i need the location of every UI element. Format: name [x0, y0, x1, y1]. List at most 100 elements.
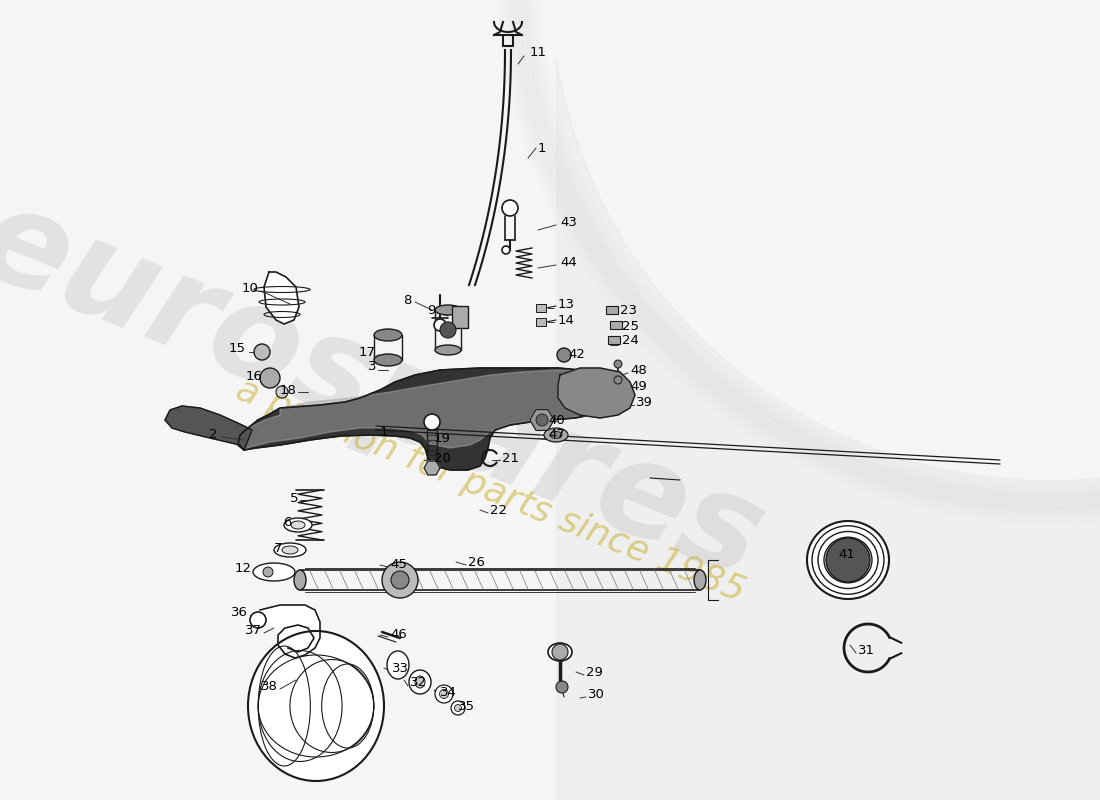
Text: 41: 41 — [838, 549, 855, 562]
Ellipse shape — [292, 521, 305, 529]
Text: 9: 9 — [428, 305, 436, 318]
Text: 31: 31 — [858, 643, 874, 657]
Text: 11: 11 — [530, 46, 547, 58]
Text: 13: 13 — [558, 298, 575, 311]
Bar — [608, 336, 620, 344]
Ellipse shape — [434, 305, 461, 315]
Circle shape — [263, 567, 273, 577]
Text: 44: 44 — [560, 255, 576, 269]
Circle shape — [556, 681, 568, 693]
Text: 46: 46 — [390, 627, 407, 641]
Text: 20: 20 — [434, 451, 451, 465]
Text: 45: 45 — [390, 558, 407, 570]
Ellipse shape — [454, 705, 462, 711]
Bar — [610, 321, 621, 329]
Text: 14: 14 — [558, 314, 575, 326]
Text: 47: 47 — [548, 429, 565, 442]
Text: 2: 2 — [209, 427, 218, 441]
Bar — [606, 306, 618, 314]
Polygon shape — [558, 368, 635, 418]
Circle shape — [552, 644, 568, 660]
Text: 16: 16 — [245, 370, 262, 382]
Ellipse shape — [415, 676, 425, 688]
Text: eurospares: eurospares — [0, 174, 781, 606]
Text: 15: 15 — [229, 342, 246, 355]
Circle shape — [390, 571, 409, 589]
Text: 40: 40 — [548, 414, 564, 426]
Text: a passion for parts since 1985: a passion for parts since 1985 — [231, 372, 749, 608]
Polygon shape — [165, 406, 252, 450]
Text: 7: 7 — [274, 542, 282, 554]
Ellipse shape — [294, 570, 306, 590]
Text: 3: 3 — [367, 361, 376, 374]
Text: 17: 17 — [359, 346, 376, 358]
Text: 22: 22 — [490, 503, 507, 517]
Text: 42: 42 — [568, 349, 585, 362]
Ellipse shape — [548, 643, 572, 661]
Ellipse shape — [544, 428, 568, 442]
Circle shape — [382, 562, 418, 598]
Polygon shape — [530, 410, 554, 430]
Text: 37: 37 — [245, 623, 262, 637]
Ellipse shape — [387, 651, 409, 679]
Text: 26: 26 — [468, 555, 485, 569]
Text: 30: 30 — [588, 687, 605, 701]
Circle shape — [614, 376, 622, 384]
Ellipse shape — [550, 431, 562, 438]
Circle shape — [440, 322, 456, 338]
Text: 49: 49 — [630, 379, 647, 393]
Circle shape — [424, 414, 440, 430]
Ellipse shape — [253, 563, 295, 581]
Text: 29: 29 — [586, 666, 603, 678]
Bar — [452, 306, 468, 328]
Text: 36: 36 — [231, 606, 248, 618]
Text: 33: 33 — [392, 662, 409, 674]
Text: 43: 43 — [560, 215, 576, 229]
Circle shape — [614, 360, 622, 368]
Polygon shape — [240, 370, 611, 450]
Circle shape — [250, 612, 266, 628]
Ellipse shape — [451, 701, 465, 715]
Circle shape — [260, 368, 280, 388]
Bar — [536, 318, 546, 326]
Ellipse shape — [440, 690, 449, 698]
Ellipse shape — [807, 521, 889, 599]
Circle shape — [826, 538, 870, 582]
Circle shape — [536, 414, 548, 426]
Polygon shape — [238, 368, 614, 470]
Text: 35: 35 — [458, 699, 475, 713]
Text: 8: 8 — [404, 294, 412, 306]
Text: 10: 10 — [241, 282, 258, 294]
Text: 19: 19 — [434, 431, 451, 445]
Text: 25: 25 — [621, 319, 639, 333]
Ellipse shape — [374, 354, 401, 366]
Text: 5: 5 — [289, 491, 298, 505]
Text: 38: 38 — [261, 679, 278, 693]
Text: 34: 34 — [440, 686, 456, 698]
Text: 24: 24 — [621, 334, 639, 346]
Circle shape — [434, 319, 446, 331]
Text: 1: 1 — [379, 426, 388, 438]
Ellipse shape — [282, 546, 298, 554]
Text: 6: 6 — [284, 515, 292, 529]
Text: 18: 18 — [279, 383, 296, 397]
Ellipse shape — [374, 329, 401, 341]
Text: 21: 21 — [502, 451, 519, 465]
Polygon shape — [260, 605, 320, 658]
Ellipse shape — [248, 631, 384, 781]
Polygon shape — [264, 272, 299, 324]
Text: 39: 39 — [636, 395, 653, 409]
Circle shape — [276, 386, 288, 398]
Circle shape — [502, 246, 510, 254]
Ellipse shape — [274, 543, 306, 557]
Ellipse shape — [694, 570, 706, 590]
Ellipse shape — [812, 526, 884, 594]
Ellipse shape — [284, 518, 312, 532]
Ellipse shape — [409, 670, 431, 694]
Text: 48: 48 — [630, 363, 647, 377]
Text: 1: 1 — [538, 142, 547, 154]
Text: 23: 23 — [620, 303, 637, 317]
Bar — [536, 304, 546, 312]
Circle shape — [557, 348, 571, 362]
Circle shape — [502, 200, 518, 216]
